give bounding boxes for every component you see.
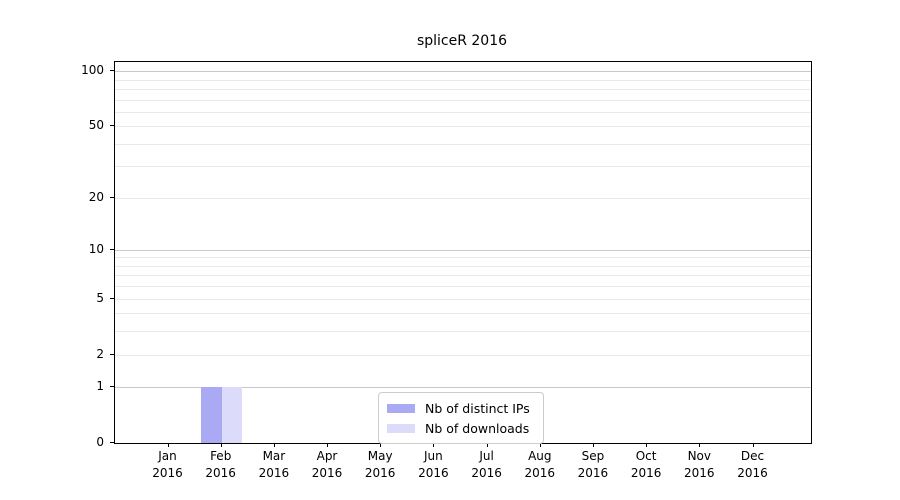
gridline-minor-8	[115, 265, 811, 267]
gridline-minor-20	[115, 197, 811, 199]
gridline-minor-4	[115, 313, 811, 315]
y-tick-label-100: 100	[81, 63, 104, 77]
x-tick-mark-jun	[433, 443, 435, 447]
x-tick-label-feb: Feb 2016	[205, 449, 236, 480]
x-tick-mark-apr	[327, 443, 328, 447]
gridline-minor-60	[115, 111, 811, 113]
gridline-minor-3	[115, 331, 811, 333]
x-tick-label-mar: Mar 2016	[258, 449, 290, 480]
y-tick-label-0: 0	[96, 435, 104, 449]
plot-area	[114, 61, 812, 444]
gridline-minor-50	[115, 126, 811, 128]
gridline-minor-7	[115, 275, 811, 277]
x-tick-label-aug: Aug 2016	[524, 449, 556, 480]
y-tick-mark-2	[110, 353, 114, 355]
x-tick-mark-nov	[699, 443, 701, 447]
y-tick-label-10: 10	[88, 241, 104, 256]
legend-label-downloads: Nb of downloads	[425, 420, 530, 436]
bar-nb-of-distinct-ips-feb	[201, 387, 222, 443]
y-tick-mark-10	[110, 248, 114, 250]
x-tick-mark-sep	[592, 443, 594, 447]
gridline-minor-9	[115, 257, 811, 259]
x-tick-label-nov: Nov 2016	[684, 449, 715, 480]
legend: Nb of distinct IPs Nb of downloads	[378, 392, 544, 444]
x-tick-mark-dec	[752, 443, 754, 447]
x-tick-mark-aug	[539, 443, 541, 447]
gridline-minor-6	[115, 286, 811, 288]
legend-row-downloads: Nb of downloads	[387, 418, 535, 438]
y-tick-mark-50	[110, 125, 114, 127]
legend-swatch-distinct-ips	[387, 403, 415, 413]
x-tick-label-may: May 2016	[364, 449, 396, 480]
y-tick-mark-20	[110, 196, 114, 198]
gridline-major-1	[115, 387, 811, 389]
y-tick-mark-0	[110, 442, 114, 443]
y-tick-label-50: 50	[88, 118, 104, 133]
y-tick-mark-5	[110, 297, 114, 299]
y-tick-label-20: 20	[88, 189, 104, 204]
y-tick-label-1: 1	[96, 379, 104, 394]
x-tick-label-sep: Sep 2016	[577, 449, 609, 480]
x-tick-label-dec: Dec 2016	[737, 449, 768, 480]
x-tick-mark-mar	[273, 443, 275, 447]
gridline-major-10	[115, 249, 811, 251]
x-tick-mark-oct	[646, 443, 648, 447]
gridline-minor-2	[115, 354, 811, 356]
gridline-minor-5	[115, 298, 811, 300]
y-tick-label-5: 5	[96, 290, 104, 305]
gridline-minor-80	[115, 88, 811, 90]
legend-swatch-downloads	[387, 423, 415, 433]
bar-nb-of-downloads-feb	[221, 387, 243, 443]
x-tick-mark-jan	[167, 443, 169, 447]
legend-row-distinct-ips: Nb of distinct IPs	[387, 398, 535, 418]
gridline-minor-40	[115, 143, 811, 145]
x-tick-label-jun: Jun 2016	[418, 449, 449, 480]
x-tick-mark-may	[380, 443, 382, 447]
x-tick-label-jan: Jan 2016	[152, 449, 183, 480]
gridline-major-100	[115, 71, 811, 72]
x-tick-mark-jul	[486, 443, 488, 447]
x-tick-label-jul: Jul 2016	[471, 449, 502, 480]
y-tick-label-2: 2	[96, 346, 104, 361]
legend-label-distinct-ips: Nb of distinct IPs	[425, 400, 530, 416]
y-tick-mark-100	[110, 70, 114, 71]
y-tick-mark-1	[110, 386, 114, 388]
gridline-minor-90	[115, 79, 811, 81]
x-tick-mark-feb	[220, 443, 222, 447]
x-tick-label-apr: Apr 2016	[311, 449, 343, 480]
x-tick-label-oct: Oct 2016	[630, 449, 662, 480]
gridline-minor-70	[115, 99, 811, 101]
chart-title: spliceR 2016	[416, 33, 508, 49]
gridline-minor-30	[115, 166, 811, 168]
